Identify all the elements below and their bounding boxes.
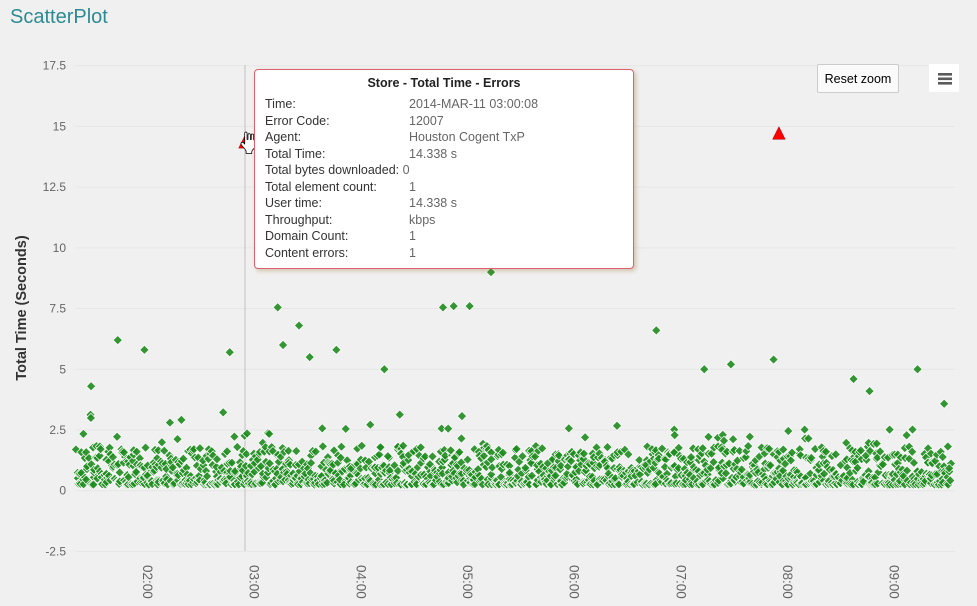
svg-text:02:00: 02:00 <box>140 565 155 599</box>
svg-text:17.5: 17.5 <box>43 59 67 73</box>
svg-text:-2.5: -2.5 <box>45 544 66 558</box>
svg-text:07:00: 07:00 <box>673 565 688 599</box>
svg-text:10: 10 <box>53 241 67 255</box>
svg-text:15: 15 <box>53 119 67 133</box>
svg-text:09:00: 09:00 <box>887 565 902 599</box>
svg-text:0: 0 <box>59 484 66 498</box>
svg-text:5: 5 <box>59 362 66 376</box>
svg-text:Total Time (Seconds): Total Time (Seconds) <box>14 235 30 380</box>
svg-text:05:00: 05:00 <box>460 565 475 599</box>
svg-text:06:00: 06:00 <box>567 565 582 599</box>
svg-text:7.5: 7.5 <box>49 302 66 316</box>
svg-text:03:00: 03:00 <box>247 565 262 599</box>
svg-text:12.5: 12.5 <box>43 180 67 194</box>
svg-text:2.5: 2.5 <box>49 423 66 437</box>
svg-text:08:00: 08:00 <box>780 565 795 599</box>
svg-text:04:00: 04:00 <box>353 565 368 599</box>
